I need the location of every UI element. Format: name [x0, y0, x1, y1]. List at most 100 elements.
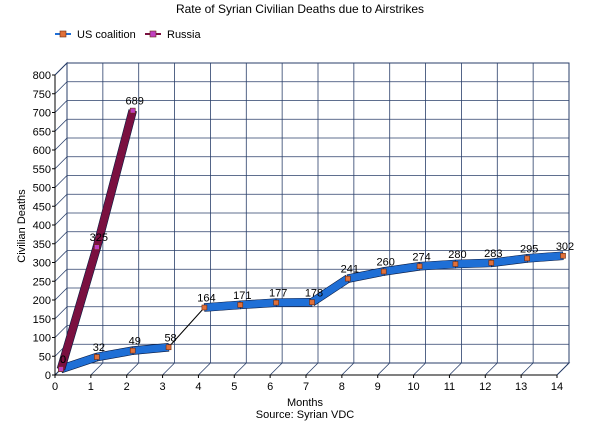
data-point	[94, 354, 100, 360]
data-label: 274	[412, 251, 430, 263]
x-tick-label: 1	[88, 381, 94, 393]
data-label: 0	[60, 354, 66, 366]
data-point	[58, 366, 64, 372]
data-label: 241	[341, 264, 359, 276]
data-label: 177	[269, 288, 287, 300]
x-tick-label: 5	[231, 381, 237, 393]
x-tick-label: 13	[515, 381, 527, 393]
x-tick-label: 7	[303, 381, 309, 393]
x-tick-label: 3	[160, 381, 166, 393]
x-gridline-floor	[449, 362, 462, 376]
data-point	[165, 344, 172, 351]
legend: US coalition Russia	[55, 29, 202, 41]
data-point	[345, 275, 351, 282]
y-gridline-side	[54, 268, 68, 282]
data-label: 164	[197, 293, 215, 305]
data-label: 302	[556, 241, 574, 253]
legend-swatch-marker	[59, 30, 67, 38]
x-gridline-floor	[520, 362, 534, 376]
x-tick-label: 10	[407, 381, 419, 393]
series-0	[58, 251, 566, 374]
x-axis-label: Months	[287, 397, 324, 409]
data-point	[416, 263, 423, 270]
data-label: 58	[164, 332, 176, 344]
data-point	[488, 260, 495, 266]
y-tick-label: 250	[33, 276, 51, 288]
data-point	[380, 268, 387, 275]
x-tick-label: 0	[52, 381, 58, 393]
data-label: 0	[60, 354, 66, 366]
source-note: Source: Syrian VDC	[256, 409, 354, 421]
y-gridline-side	[54, 306, 68, 320]
x-gridline-floor	[413, 362, 426, 376]
data-point	[94, 244, 100, 250]
x-gridline-floor	[377, 362, 390, 376]
y-axis-label: Civilian Deaths	[16, 189, 28, 263]
legend-label: Russia	[167, 29, 202, 41]
y-tick-label: 150	[33, 314, 51, 326]
x-gridline-floor	[198, 362, 211, 376]
data-point	[273, 299, 279, 306]
y-gridline-side	[54, 62, 68, 76]
data-label: 260	[377, 257, 395, 269]
x-gridline-floor	[485, 362, 498, 376]
y-tick-label: 350	[33, 239, 51, 251]
x-gridline-floor	[162, 362, 175, 376]
x-gridline-floor	[305, 362, 319, 376]
x-gridline-floor	[556, 362, 570, 376]
y-tick-label: 650	[33, 126, 51, 138]
x-tick-label: 4	[195, 381, 201, 393]
data-point	[452, 261, 459, 267]
y-gridline-side	[54, 81, 68, 95]
data-point	[201, 304, 208, 311]
y-tick-label: 800	[33, 70, 51, 82]
y-gridline-side	[54, 212, 68, 226]
y-tick-label: 750	[33, 89, 51, 101]
data-label: 280	[448, 249, 466, 261]
x-gridline-floor	[234, 362, 247, 376]
y-gridline-side	[54, 118, 68, 132]
data-label: 32	[93, 342, 105, 354]
y-gridline-side	[54, 250, 68, 263]
y-tick-label: 100	[33, 333, 51, 345]
axes: 0501001502002503003504004505005506006507…	[33, 70, 563, 393]
legend-label: US coalition	[77, 29, 136, 41]
x-gridline-floor	[341, 362, 355, 376]
y-gridline-side	[54, 287, 68, 301]
data-point	[129, 107, 136, 114]
x-tick-label: 2	[124, 381, 130, 393]
y-gridline-side	[54, 100, 68, 113]
data-label: 325	[90, 232, 108, 244]
data-label: 171	[233, 290, 251, 302]
data-label: 178	[305, 287, 323, 299]
x-tick-label: 11	[444, 381, 455, 393]
data-label: 295	[520, 243, 538, 255]
y-gridline-side	[54, 193, 68, 207]
y-gridline-side	[54, 231, 68, 245]
x-gridline-floor	[269, 362, 283, 376]
y-tick-label: 600	[33, 145, 51, 157]
data-label: 49	[129, 336, 141, 348]
y-tick-label: 300	[33, 258, 51, 270]
y-gridline-side	[54, 137, 68, 151]
y-tick-label: 700	[33, 108, 51, 120]
series-1	[56, 107, 137, 372]
data-point	[237, 302, 244, 308]
x-tick-label: 14	[551, 381, 563, 393]
grid	[54, 62, 570, 376]
data-point	[129, 347, 136, 354]
chart-title: Rate of Syrian Civilian Deaths due to Ai…	[176, 2, 424, 16]
y-tick-label: 500	[33, 183, 51, 195]
data-point	[309, 299, 315, 306]
y-tick-label: 450	[33, 201, 51, 213]
data-labels: 0 32 49 58 164 171 177 178 241 260 274 280 283 295 302…	[60, 96, 574, 366]
y-gridline-side	[54, 175, 68, 188]
x-tick-label: 6	[267, 381, 273, 393]
y-tick-label: 200	[33, 295, 51, 307]
y-gridline-side	[54, 156, 68, 170]
data-label: 689	[126, 96, 144, 108]
x-tick-label: 12	[479, 381, 491, 393]
x-tick-label: 8	[339, 381, 345, 393]
data-point	[524, 255, 530, 262]
